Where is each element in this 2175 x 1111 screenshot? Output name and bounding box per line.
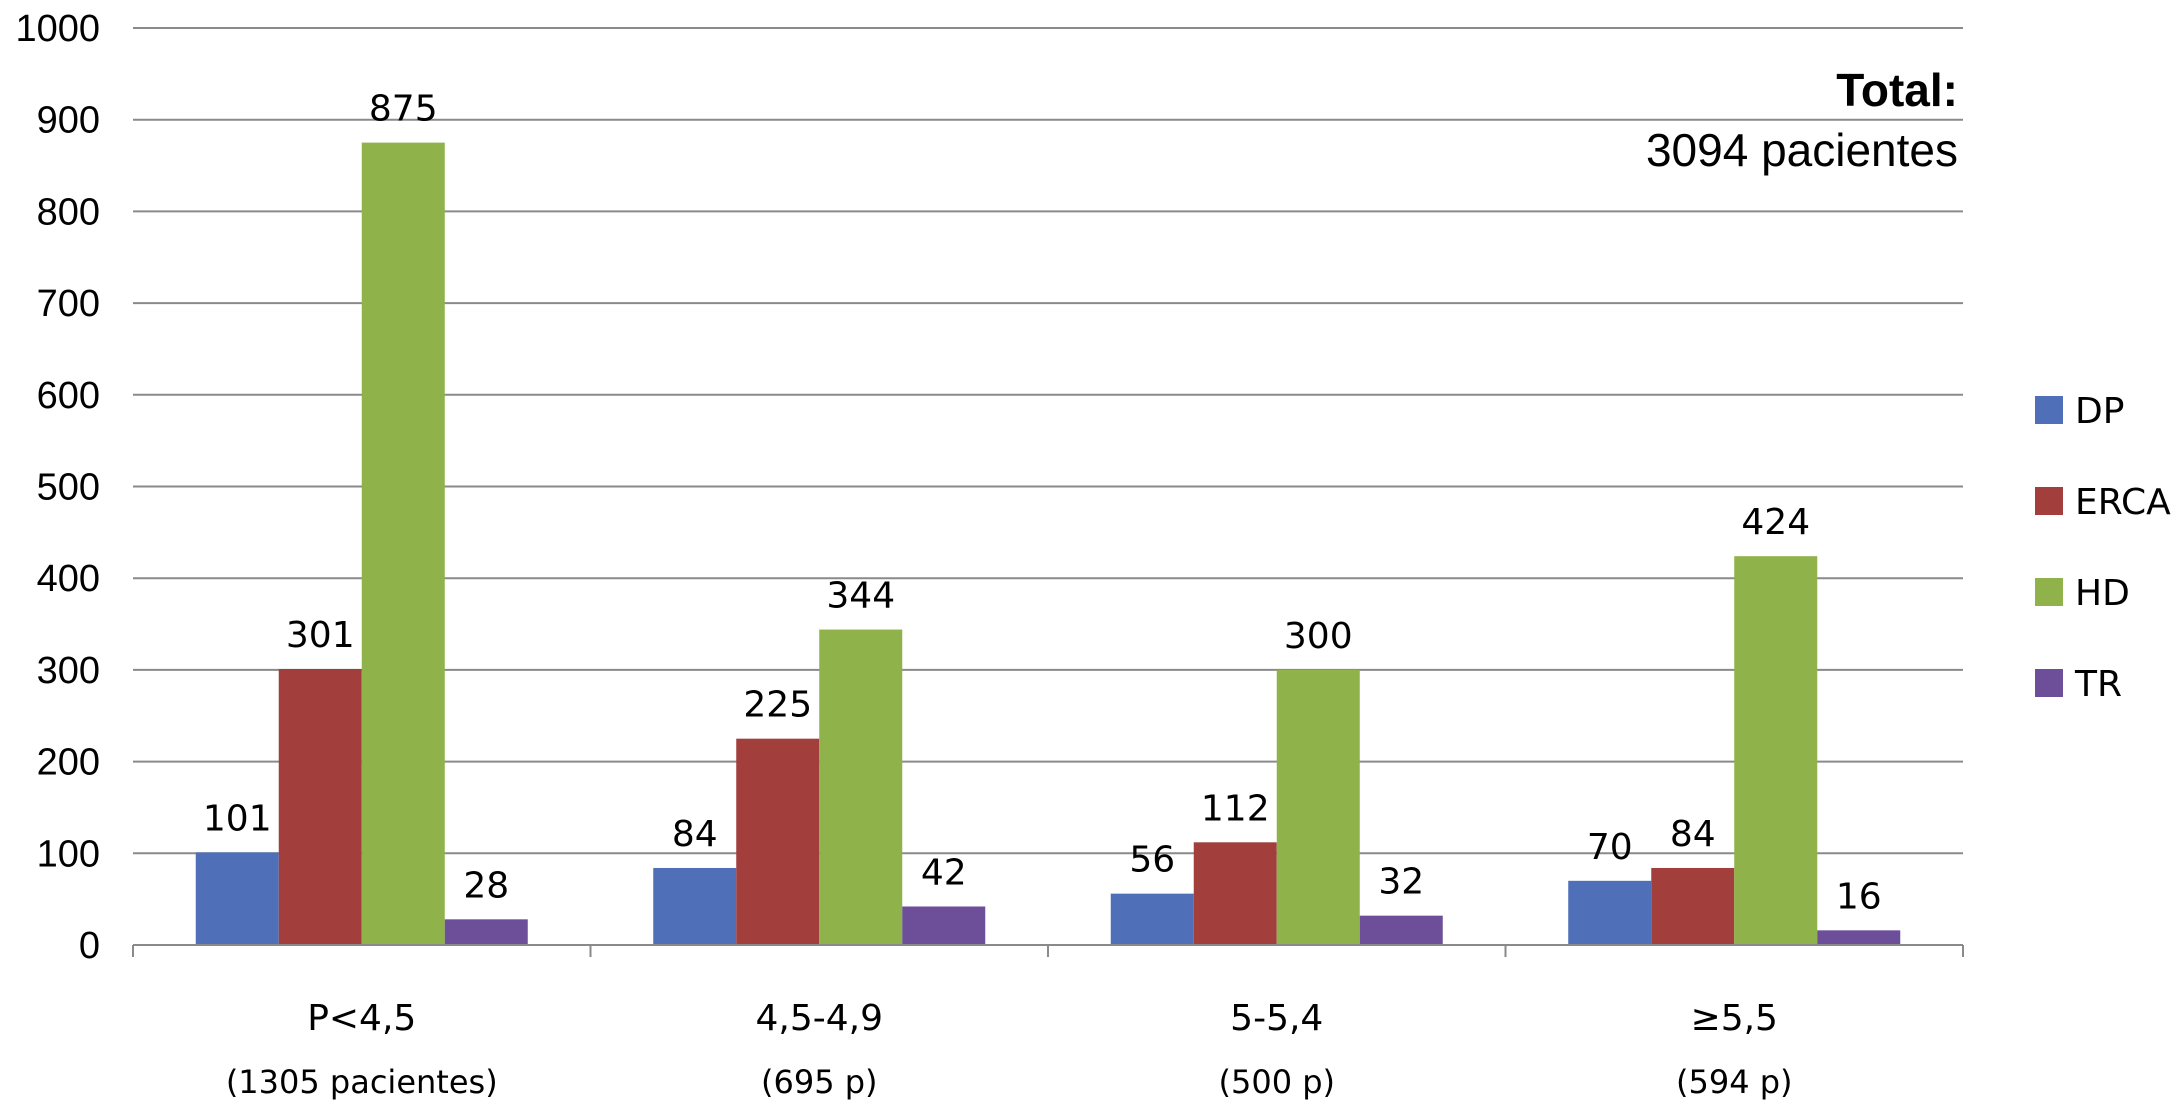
bar-hd: [1276, 669, 1360, 945]
legend-label-dp: DP: [2075, 391, 2124, 432]
category-sublabel: (594 p): [1676, 1063, 1793, 1101]
total-patients-text: 3094 pacientes: [1646, 124, 1958, 176]
y-tick-label: 300: [37, 650, 100, 692]
bar-dp: [1110, 893, 1194, 945]
category-labels: P<4,5 (1305 pacientes) 4,5-4,9 (695 p) 5-5,4…: [226, 998, 1793, 1101]
y-tick-label: 700: [37, 283, 100, 325]
y-tick-label: 100: [37, 833, 100, 875]
y-tick-label: 200: [37, 742, 100, 784]
category-label: 4,5-4,9: [756, 998, 884, 1039]
data-label: 301: [286, 615, 355, 656]
category-sublabel: (1305 pacientes): [226, 1063, 498, 1101]
bar-erca: [278, 668, 362, 945]
y-tick-label: 500: [37, 467, 100, 509]
data-label: 84: [1670, 814, 1716, 855]
data-label: 16: [1836, 876, 1882, 917]
legend-swatch-erca: [2035, 487, 2063, 515]
y-axis-ticks: 0 100 200 300 400 500 600 700 800 900 1000: [15, 8, 100, 967]
data-label: 84: [672, 814, 718, 855]
bars: [195, 142, 1901, 945]
category-sublabel: (695 p): [761, 1063, 878, 1101]
bar-tr: [444, 919, 528, 945]
y-tick-label: 900: [37, 100, 100, 142]
data-label: 875: [369, 89, 438, 130]
bar-dp: [195, 852, 279, 945]
data-label: 344: [826, 576, 895, 617]
data-label: 42: [921, 852, 967, 893]
legend-swatch-dp: [2035, 396, 2063, 424]
data-labels: 101 301 875 28 84 225 344 42 56 112 300 32 70 84 424 16: [203, 89, 1882, 918]
legend-label-tr: TR: [2074, 664, 2122, 705]
bar-dp: [653, 867, 737, 945]
data-label: 225: [743, 685, 812, 726]
bar-erca: [1193, 842, 1277, 945]
bar-tr: [1359, 915, 1443, 945]
total-annotation: Total: 3094 pacientes: [1646, 64, 1958, 176]
bar-hd: [819, 629, 903, 945]
data-label: 424: [1741, 502, 1810, 543]
data-label: 112: [1201, 788, 1270, 829]
bar-dp: [1568, 880, 1652, 945]
category-label: P<4,5: [307, 998, 416, 1039]
x-axis: [132, 944, 1964, 957]
legend: DP ERCA HD TR: [2035, 391, 2171, 705]
total-title: Total:: [1836, 64, 1958, 116]
bar-hd: [361, 142, 445, 945]
data-label: 28: [463, 865, 509, 906]
data-label: 32: [1378, 862, 1424, 903]
data-label: 101: [203, 798, 272, 839]
legend-swatch-tr: [2035, 669, 2063, 697]
bar-erca: [736, 738, 820, 945]
data-label: 300: [1284, 616, 1353, 657]
category-label: 5-5,4: [1230, 998, 1323, 1039]
y-tick-label: 600: [37, 375, 100, 417]
y-tick-label: 400: [37, 558, 100, 600]
legend-swatch-hd: [2035, 578, 2063, 606]
legend-label-hd: HD: [2075, 573, 2130, 614]
bar-tr: [902, 906, 986, 945]
category-sublabel: (500 p): [1218, 1063, 1335, 1101]
bar-hd: [1734, 556, 1818, 945]
bar-erca: [1651, 867, 1735, 945]
legend-label-erca: ERCA: [2075, 482, 2171, 523]
y-tick-label: 800: [37, 191, 100, 233]
data-label: 56: [1129, 840, 1175, 881]
y-tick-label: 0: [79, 925, 100, 967]
y-tick-label: 1000: [15, 8, 100, 50]
data-label: 70: [1587, 827, 1633, 868]
bar-tr: [1817, 930, 1901, 945]
category-label: ≥5,5: [1691, 998, 1778, 1039]
